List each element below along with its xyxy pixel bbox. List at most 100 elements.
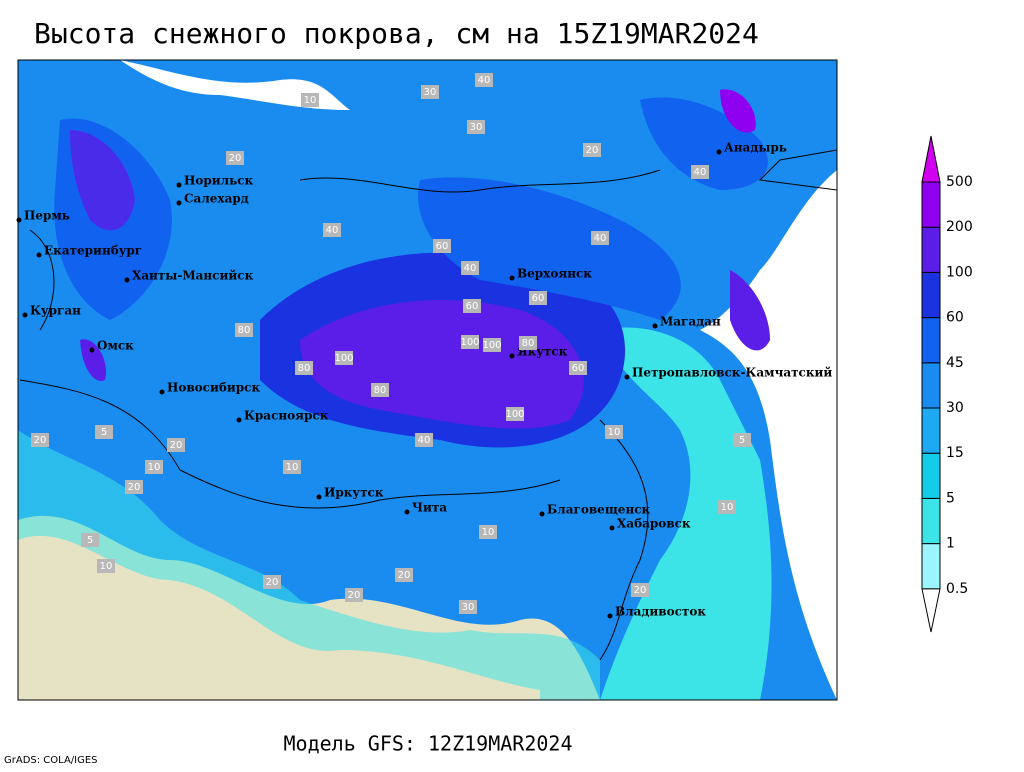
city-marker: [89, 347, 95, 353]
map-frame: [17, 59, 838, 701]
city-label: Петропавловск-Камчатский: [632, 366, 832, 380]
city-marker: [609, 525, 615, 531]
legend-swatch: [921, 497, 941, 545]
contour-label-box: [97, 559, 115, 573]
city-marker: [176, 182, 182, 188]
footer: Модель GFS: 12Z19MAR2024: [284, 732, 573, 756]
contour-label: 80: [238, 325, 251, 336]
contour-label: 40: [326, 225, 339, 236]
contour-label-box: [461, 261, 479, 275]
city-label: Екатеринбург: [44, 244, 142, 258]
contour-label: 10: [721, 502, 734, 513]
contour-label-box: [31, 433, 49, 447]
legend-label: 60: [946, 310, 964, 326]
city-marker: [36, 252, 42, 258]
city-marker: [236, 417, 242, 423]
contour-label-box: [421, 85, 439, 99]
contour-label: 20: [229, 153, 242, 164]
city-label: Чита: [412, 501, 447, 515]
contour-label: 10: [286, 462, 299, 473]
contour-label: 100: [460, 337, 479, 348]
city-marker: [539, 511, 545, 517]
city-marker: [22, 312, 28, 318]
contour-label: 100: [482, 340, 501, 351]
contour-label: 40: [478, 75, 491, 86]
contour-label: 10: [608, 427, 621, 438]
contour-label-box: [475, 73, 493, 87]
contour-label: 20: [586, 145, 599, 156]
legend-swatch: [921, 317, 941, 364]
contour-label-box: [371, 383, 389, 397]
contour-label-box: [467, 120, 485, 134]
contour-label: 20: [398, 570, 411, 581]
contour-label: 80: [522, 338, 535, 349]
contour-label: 10: [148, 462, 161, 473]
contour-label-box: [733, 433, 751, 447]
contour-label-box: [167, 438, 185, 452]
contour-label-box: [145, 460, 163, 474]
legend-swatch: [921, 407, 941, 454]
city-marker: [607, 613, 613, 619]
city-marker: [624, 374, 630, 380]
city-label: Магадан: [660, 315, 721, 329]
credit: GrADS: COLA/IGES: [4, 755, 98, 766]
contour-label-box: [235, 323, 253, 337]
contour-label: 30: [424, 87, 437, 98]
contour-label: 40: [464, 263, 477, 274]
city-label: Верхоянск: [517, 267, 592, 281]
city-marker: [509, 275, 515, 281]
contour-label: 80: [298, 363, 311, 374]
contour-label-box: [691, 165, 709, 179]
contour-label: 5: [101, 427, 107, 438]
contour-label-box: [463, 299, 481, 313]
contour-label: 30: [470, 122, 483, 133]
contour-label-box: [81, 533, 99, 547]
city-marker: [159, 389, 165, 395]
legend-label: 30: [946, 400, 964, 416]
city-label: Ханты-Мансийск: [132, 269, 254, 283]
legend-label: 200: [946, 219, 973, 235]
legend-swatch: [921, 181, 941, 228]
contour-label-box: [519, 336, 537, 350]
city-label: Красноярск: [244, 409, 329, 423]
legend-label: 100: [946, 264, 973, 280]
contour-label: 40: [694, 167, 707, 178]
contour-label-box: [569, 361, 587, 375]
contour-label: 10: [482, 527, 495, 538]
contour-label: 20: [170, 440, 183, 451]
contour-label: 10: [304, 95, 317, 106]
title: Высота снежного покрова, см на 15Z19MAR2…: [34, 17, 759, 50]
city-marker: [509, 353, 515, 359]
legend-label: 0.5: [946, 581, 968, 597]
contour-label-box: [226, 151, 244, 165]
contour-label: 100: [334, 353, 353, 364]
legend-label: 500: [946, 174, 973, 190]
legend-label: 45: [946, 355, 964, 371]
contour-label-box: [415, 433, 433, 447]
contour-label: 60: [532, 293, 545, 304]
city-marker: [404, 509, 410, 515]
contour-label-box: [95, 425, 113, 439]
city-label: Курган: [30, 304, 81, 318]
legend-swatch: [921, 588, 941, 633]
contour-label: 40: [594, 233, 607, 244]
contour-label: 60: [572, 363, 585, 374]
map-labels: Анадырь Норильск Салехард Пермь Екатеринбург…: [16, 73, 832, 619]
contour-label-box: [605, 425, 623, 439]
city-marker: [16, 217, 22, 223]
contour-label-box: [483, 338, 501, 352]
city-marker: [124, 277, 130, 283]
city-label: Пермь: [24, 209, 70, 223]
contour-label-box: [479, 525, 497, 539]
contour-label-box: [433, 239, 451, 253]
city-label: Салехард: [184, 192, 249, 206]
legend-swatch: [921, 362, 941, 409]
contour-label-box: [125, 480, 143, 494]
contour-label-box: [335, 351, 353, 365]
contour-label: 20: [348, 590, 361, 601]
map: [18, 60, 837, 700]
contour-label-box: [591, 231, 609, 245]
